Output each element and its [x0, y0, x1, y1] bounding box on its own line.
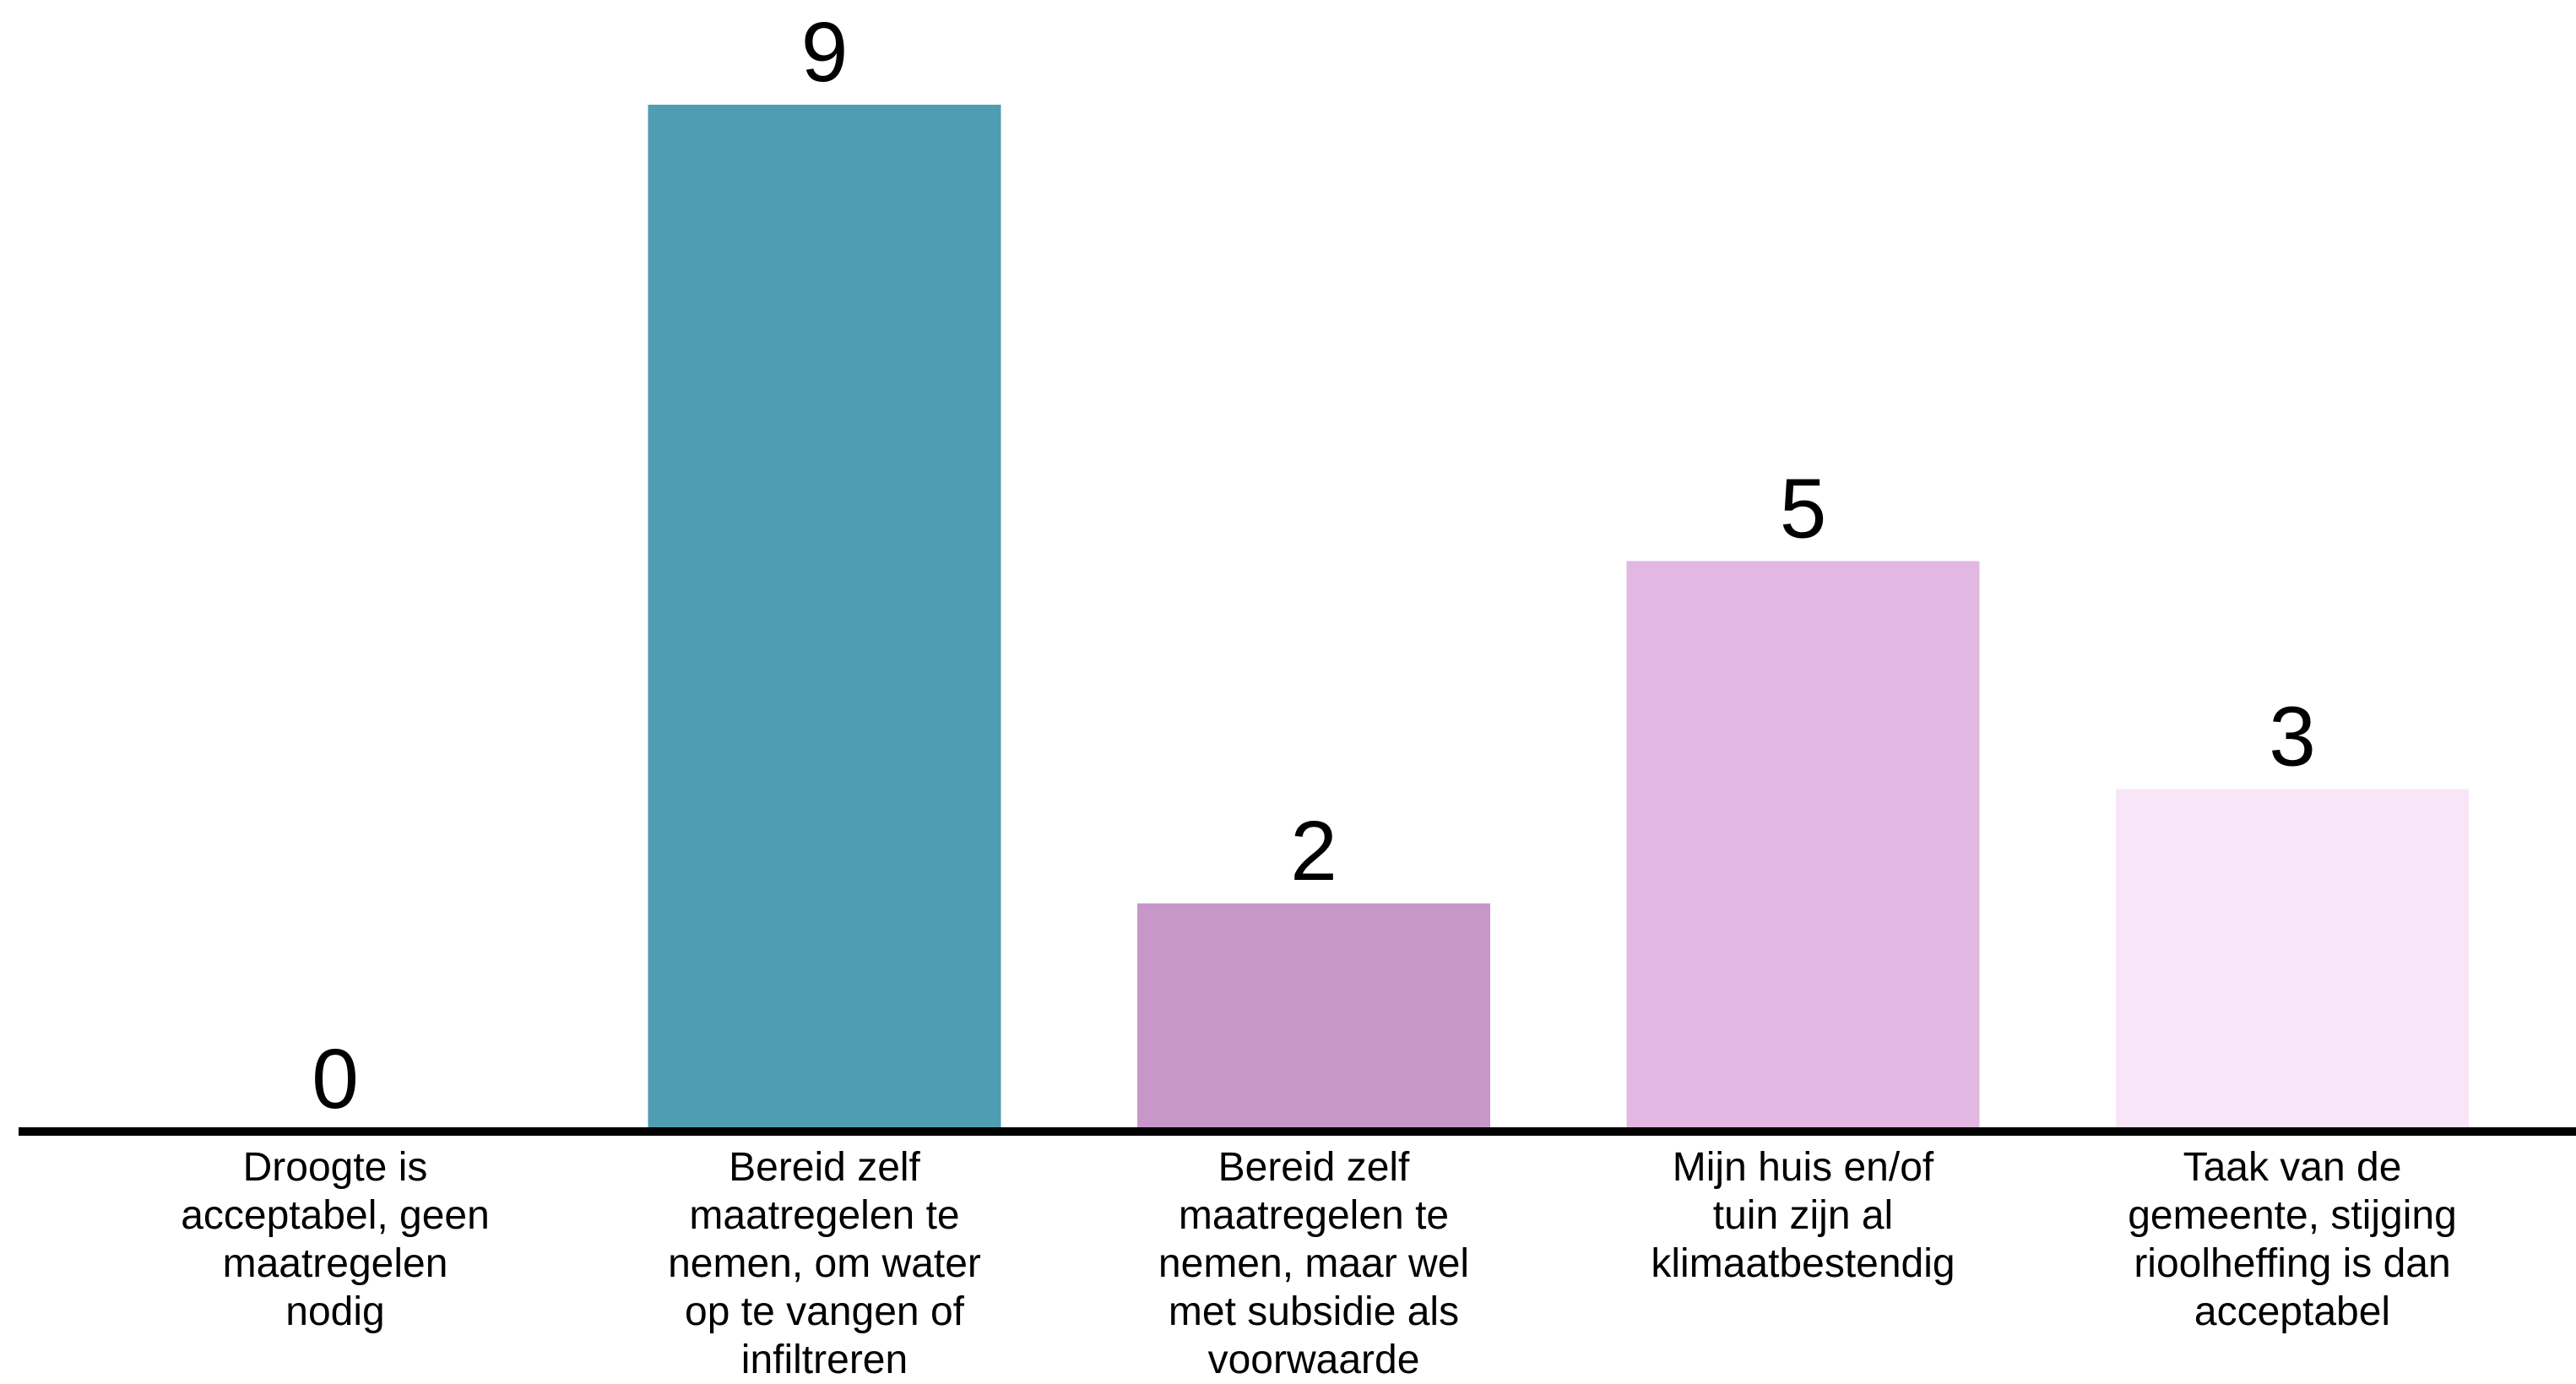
value-label-5: 3 — [2269, 690, 2316, 784]
category-label-line: nodig — [285, 1289, 384, 1334]
value-label-3: 2 — [1290, 804, 1337, 898]
category-label-line: rioolheffing is dan — [2134, 1241, 2450, 1286]
category-label-line: tuin zijn al — [1713, 1193, 1893, 1238]
category-label-line: gemeente, stijging — [2128, 1193, 2457, 1238]
category-label-line: infiltreren — [741, 1338, 908, 1382]
value-labels-group: 0 9 2 5 3 — [312, 5, 2316, 1126]
category-label-line: acceptabel — [2194, 1289, 2390, 1334]
category-label-3: Bereid zelf maatregelen te nemen, maar wel… — [1158, 1145, 1469, 1382]
category-label-line: Mijn huis en/of — [1673, 1145, 1934, 1190]
category-label-line: Taak van de — [2183, 1145, 2402, 1190]
value-label-2: 9 — [801, 5, 849, 100]
bar-5 — [2116, 789, 2469, 1128]
category-label-1: Droogte is acceptabel, geen maatregelen nod… — [181, 1145, 490, 1334]
category-label-line: nemen, om water — [668, 1241, 981, 1286]
category-label-line: maatregelen te — [689, 1193, 959, 1238]
category-label-line: maatregelen te — [1179, 1193, 1449, 1238]
category-label-line: Bereid zelf — [729, 1145, 920, 1190]
bar-4 — [1626, 561, 1980, 1128]
category-label-4: Mijn huis en/of tuin zijn al klimaatbesten… — [1651, 1145, 1955, 1286]
category-label-line: voorwaarde — [1208, 1338, 1420, 1382]
category-labels-group: Droogte is acceptabel, geen maatregelen nod… — [181, 1145, 2457, 1382]
category-label-line: klimaatbestendig — [1651, 1241, 1955, 1286]
category-label-line: met subsidie als — [1169, 1289, 1459, 1334]
value-label-1: 0 — [312, 1032, 359, 1126]
bar-2 — [648, 105, 1001, 1128]
category-label-line: acceptabel, geen — [181, 1193, 490, 1238]
category-label-line: maatregelen — [223, 1241, 448, 1286]
category-label-line: Bereid zelf — [1218, 1145, 1410, 1190]
category-label-5: Taak van de gemeente, stijging rioolheffin… — [2128, 1145, 2457, 1334]
category-label-line: nemen, maar wel — [1158, 1241, 1469, 1286]
bars-group — [648, 105, 2469, 1128]
category-label-line: Droogte is — [243, 1145, 428, 1190]
category-label-line: op te vangen of — [685, 1289, 965, 1334]
bar-3 — [1137, 903, 1490, 1128]
category-label-2: Bereid zelf maatregelen te nemen, om water… — [668, 1145, 981, 1382]
value-label-4: 5 — [1780, 461, 1827, 556]
